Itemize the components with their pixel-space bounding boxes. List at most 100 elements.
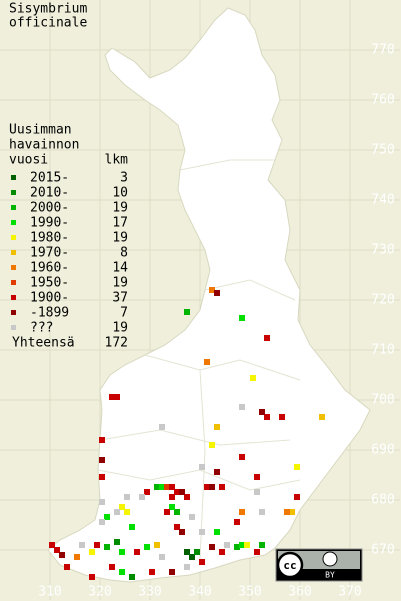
observation (54, 547, 60, 553)
observation (99, 474, 105, 480)
observation (189, 554, 195, 560)
legend-count: 7 (120, 306, 128, 321)
y-tick-label: 700 (371, 393, 394, 408)
observation (199, 559, 205, 565)
observation (134, 549, 140, 555)
observation (99, 457, 105, 463)
x-tick-label: 330 (138, 585, 161, 600)
observation (184, 549, 190, 555)
observation (179, 489, 185, 495)
legend-swatch (11, 175, 16, 180)
legend-label: 1970- (30, 246, 69, 261)
x-tick-label: 350 (238, 585, 261, 600)
observation (284, 509, 290, 515)
observation (174, 489, 180, 495)
observation (104, 514, 110, 520)
x-tick-label: 320 (88, 585, 111, 600)
observation (209, 287, 215, 293)
observation (164, 484, 170, 490)
observation (224, 542, 230, 548)
observation (254, 489, 260, 495)
title: Sisymbrium (9, 2, 87, 17)
observation (89, 549, 95, 555)
x-tick-label: 340 (188, 585, 211, 600)
observation (179, 529, 185, 535)
observation (214, 469, 220, 475)
y-tick-label: 670 (371, 543, 394, 558)
y-tick-label: 750 (371, 143, 394, 158)
observation (209, 484, 215, 490)
observation (239, 315, 245, 321)
total-label: Yhteensä (12, 336, 75, 351)
legend-swatch (11, 205, 16, 210)
observation (199, 529, 205, 535)
border (204, 279, 296, 301)
observation (149, 569, 155, 575)
legend-swatch (11, 265, 16, 270)
x-tick-label: 370 (338, 585, 361, 600)
observation (174, 524, 180, 530)
legend-label: ??? (30, 321, 53, 336)
legend-count: 17 (112, 216, 128, 231)
observation (159, 424, 165, 430)
observation (184, 309, 190, 315)
observation (164, 509, 170, 515)
observation (194, 549, 200, 555)
observation (109, 564, 115, 570)
observation (124, 494, 130, 500)
y-tick-label: 770 (371, 43, 394, 58)
legend-label: 1900- (30, 291, 69, 306)
legend-label: 1960- (30, 261, 69, 276)
legend-count: 14 (112, 261, 128, 276)
observation (89, 574, 95, 580)
legend-header: vuosi (9, 153, 48, 168)
observation (264, 414, 270, 420)
observation (74, 554, 80, 560)
observation (209, 442, 215, 448)
observation (204, 359, 210, 365)
by-icon (322, 551, 338, 567)
observation (49, 542, 55, 548)
observation (79, 542, 85, 548)
observation (219, 484, 225, 490)
legend-label: 2015- (30, 171, 69, 186)
observation (209, 544, 215, 550)
x-tick-label: 360 (288, 585, 311, 600)
legend-swatch (11, 220, 16, 225)
legend-swatch (11, 325, 16, 330)
observation (59, 552, 65, 558)
observation (259, 542, 265, 548)
observation (294, 494, 300, 500)
observation (214, 424, 220, 430)
observation (239, 509, 245, 515)
legend-count: 3 (120, 171, 128, 186)
observation (234, 544, 240, 550)
observation (169, 569, 175, 575)
border (144, 354, 301, 381)
observation (154, 484, 160, 490)
observation (259, 509, 265, 515)
observation (319, 414, 325, 420)
legend-count: 10 (112, 186, 128, 201)
observation (144, 544, 150, 550)
observation (184, 564, 190, 570)
y-tick-label: 740 (371, 193, 394, 208)
observation (94, 542, 100, 548)
observation (99, 499, 105, 505)
legend-label: 2010- (30, 186, 69, 201)
by-text: BY (325, 571, 335, 580)
observation (184, 494, 190, 500)
legend-swatch (11, 295, 16, 300)
legend-count: 19 (112, 231, 128, 246)
observation (254, 549, 260, 555)
y-tick-label: 690 (371, 443, 394, 458)
observation (104, 544, 110, 550)
observation (159, 484, 165, 490)
observation (259, 409, 265, 415)
finland-outline (47, 7, 371, 583)
observation (159, 554, 165, 560)
legend-swatch (11, 235, 16, 240)
observation (239, 454, 245, 460)
observation (114, 394, 120, 400)
